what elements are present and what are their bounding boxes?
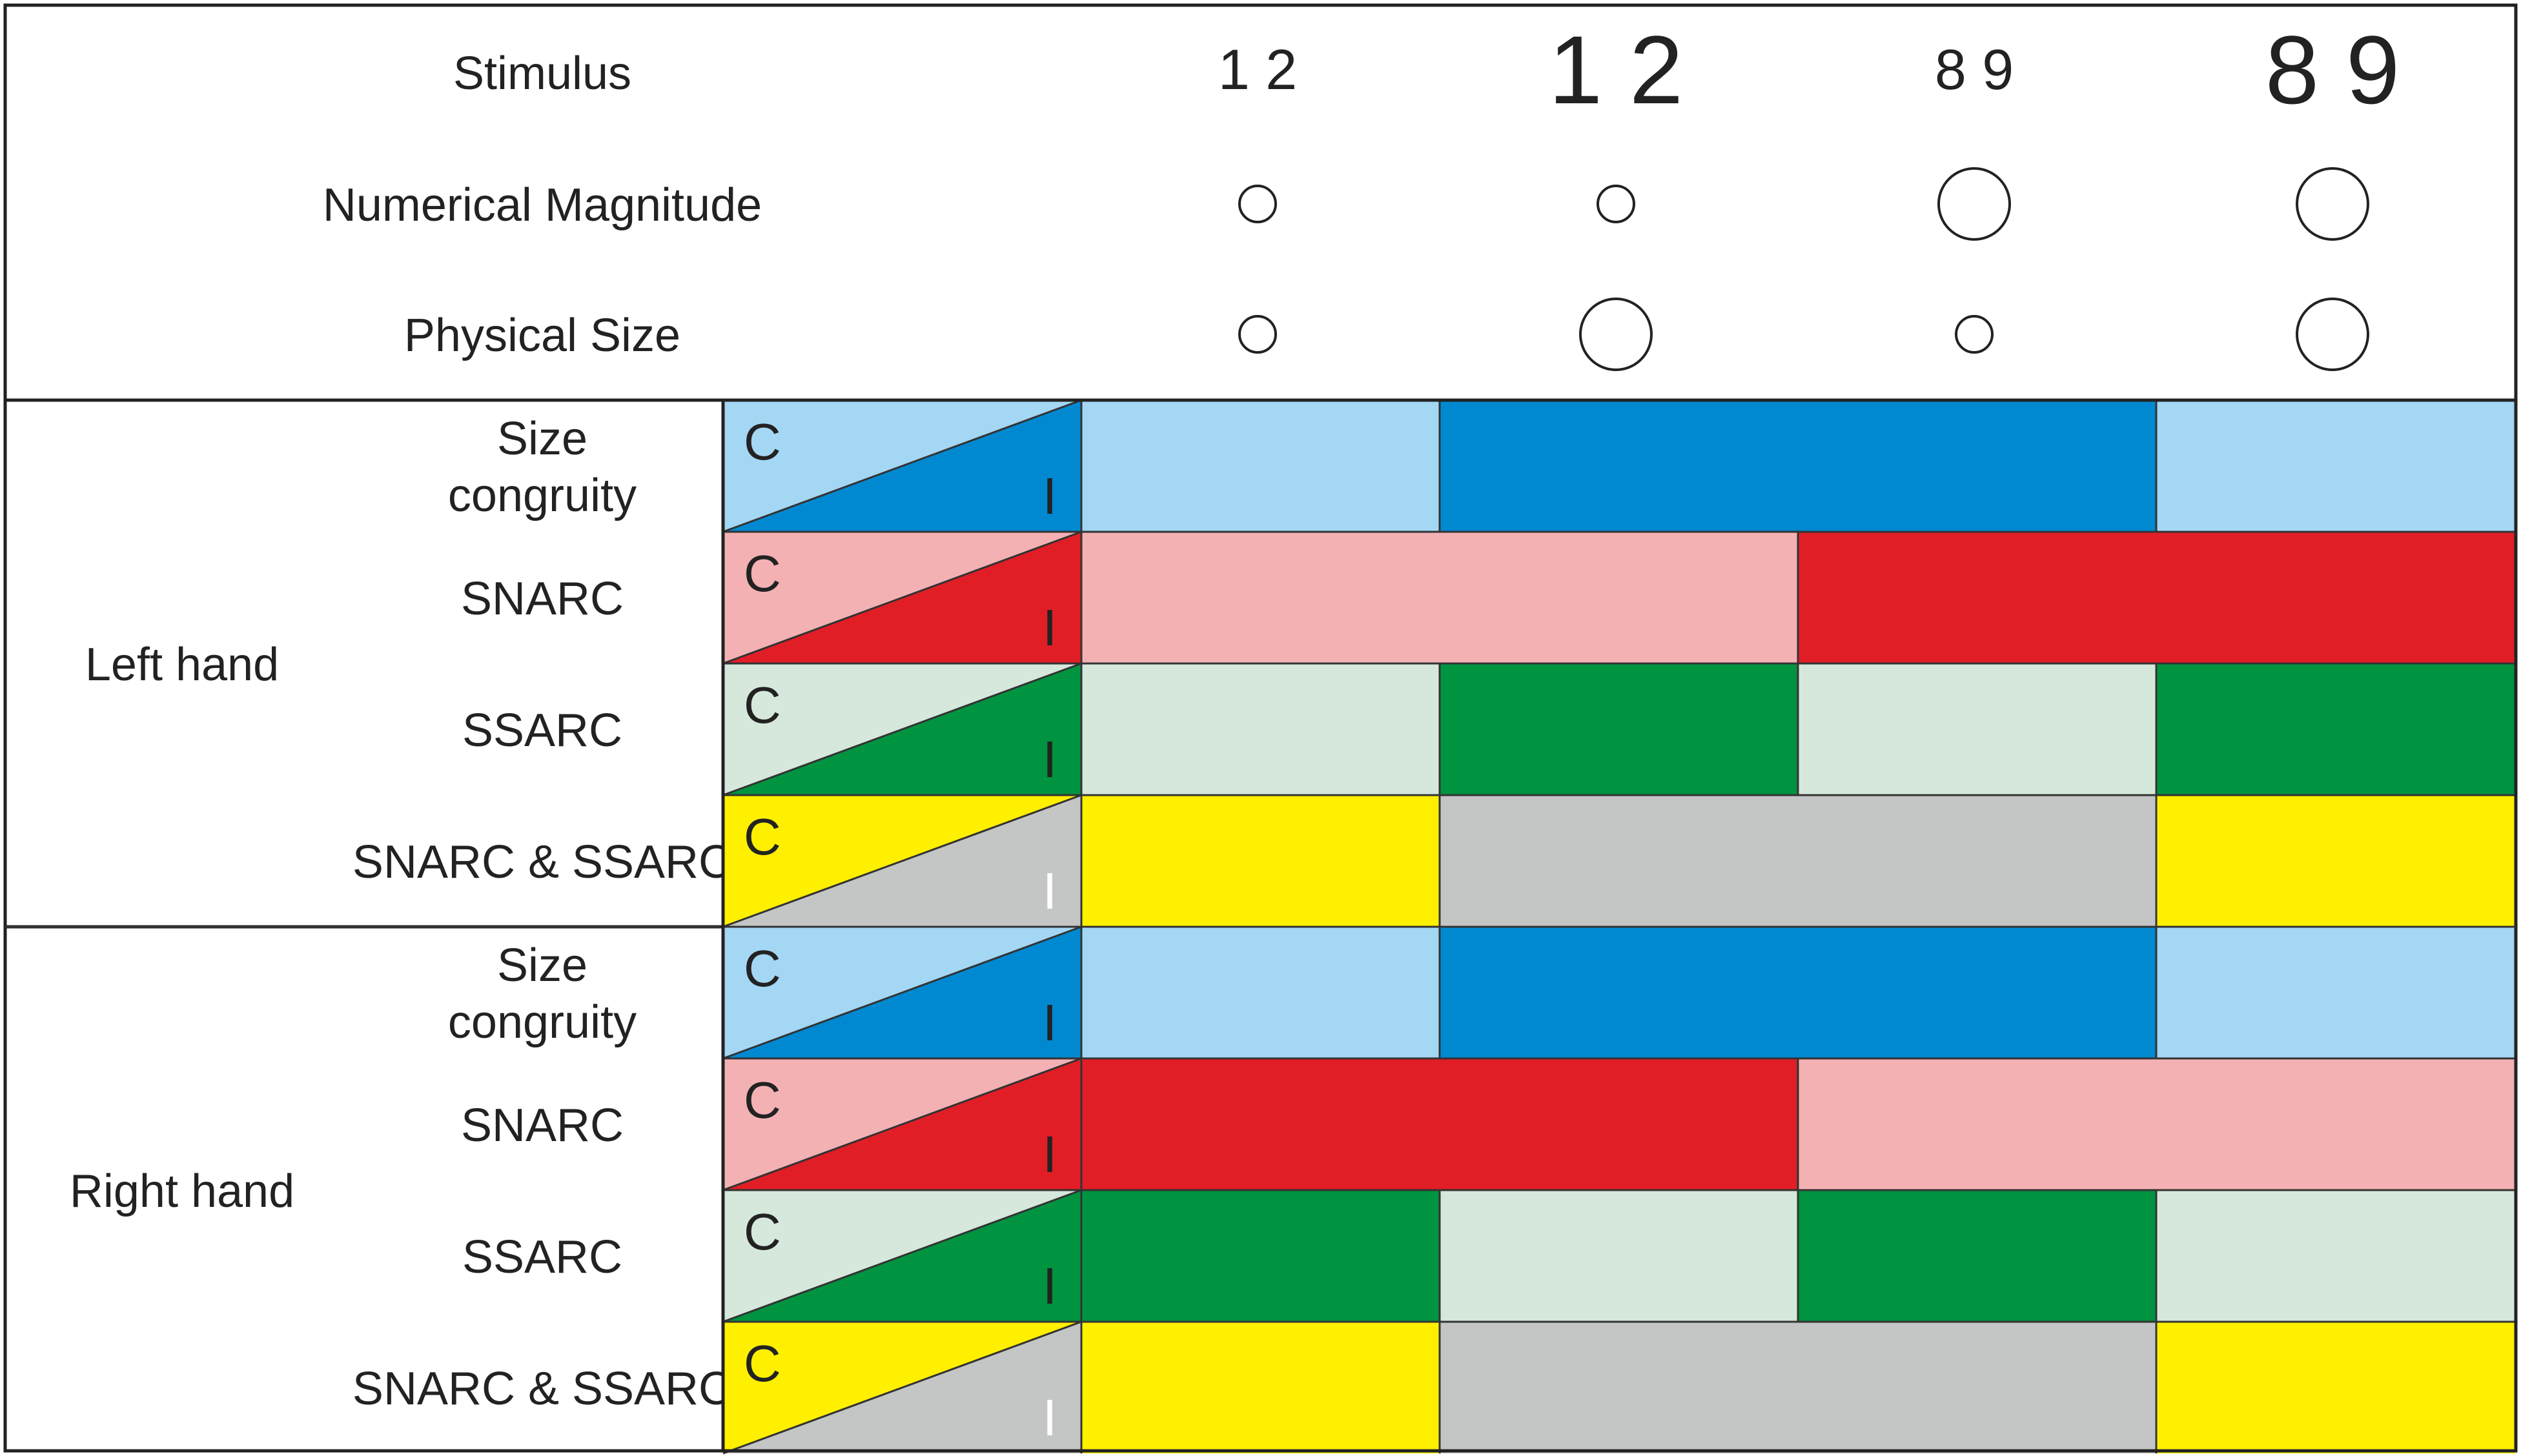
legend-c-letter: C [744, 413, 781, 470]
legend-c-letter: C [744, 1071, 781, 1129]
legend-i-letter: I [1043, 1126, 1057, 1183]
cell-both-left-3 [2156, 795, 2516, 927]
effect-label-size-1-line0: Size [497, 940, 587, 991]
legend-c-letter: C [744, 1335, 781, 1392]
legend-i-letter: I [1043, 599, 1057, 656]
stimulus-2: 8 9 [1935, 37, 2014, 101]
legend-diagonal [722, 925, 1082, 1060]
cell-snarc-left-3 [2156, 532, 2516, 663]
effect-label-size-0-line1: congruity [448, 470, 637, 521]
cell-ssarc-right-2 [1798, 1190, 2156, 1322]
legend-diagonal [722, 1057, 1082, 1191]
cell-size-left-0 [1081, 400, 1440, 532]
cell-ssarc-right-0 [1081, 1190, 1440, 1322]
outer-frame [3, 3, 2518, 1453]
cell-size-right-0 [1081, 927, 1440, 1058]
header-label-2: Physical Size [404, 310, 680, 361]
cell-snarc-left-2 [1798, 532, 2156, 663]
cell-snarc-right-0 [1081, 1058, 1440, 1190]
cell-size-left-3 [2156, 400, 2516, 532]
cell-ssarc-left-1 [1440, 663, 1798, 795]
numerical-magnitude-circle-1 [1597, 185, 1635, 223]
cell-both-right-0 [1081, 1322, 1440, 1453]
cell-both-left-2 [1798, 795, 2156, 927]
legend-i-letter: I [1043, 467, 1057, 525]
hand-label-right: Right hand [70, 1166, 294, 1217]
cell-both-left-0 [1081, 795, 1440, 927]
numerical-magnitude-circle-0 [1238, 185, 1277, 223]
effect-label-both-0: SNARC & SSARC [352, 836, 732, 888]
effect-label-both-1: SNARC & SSARC [352, 1363, 732, 1415]
cell-ssarc-right-1 [1440, 1190, 1798, 1322]
cell-ssarc-right-3 [2156, 1190, 2516, 1322]
cell-ssarc-left-3 [2156, 663, 2516, 795]
legend-diagonal [722, 1189, 1082, 1323]
legend-i-letter: I [1043, 1389, 1057, 1446]
numerical-magnitude-circle-3 [2296, 167, 2369, 241]
legend-diagonal [722, 662, 1082, 796]
legend-c-letter: C [744, 1203, 781, 1260]
numerical-magnitude-circle-2 [1937, 167, 2011, 241]
effect-label-ssarc-0: SSARC [462, 705, 622, 756]
stimulus-0: 1 2 [1218, 37, 1297, 101]
effect-label-snarc-1: SNARC [461, 1100, 624, 1151]
cell-size-right-3 [2156, 927, 2516, 1058]
cell-snarc-right-2 [1798, 1058, 2156, 1190]
cell-size-left-1 [1440, 400, 1798, 532]
effect-label-snarc-0: SNARC [461, 573, 624, 625]
legend-diagonal [722, 794, 1082, 928]
legend-c-letter: C [744, 808, 781, 865]
physical-size-circle-3 [2296, 298, 2369, 371]
physical-size-circle-0 [1238, 315, 1277, 354]
cell-snarc-left-0 [1081, 532, 1440, 663]
hand-label-left: Left hand [85, 639, 279, 691]
legend-i-letter: I [1043, 994, 1057, 1051]
cell-both-right-2 [1798, 1322, 2156, 1453]
cell-snarc-right-3 [2156, 1058, 2516, 1190]
cell-ssarc-left-0 [1081, 663, 1440, 795]
legend-i-letter: I [1043, 862, 1057, 920]
legend-c-letter: C [744, 940, 781, 997]
stimulus-1: 1 2 [1549, 15, 1684, 124]
cell-size-right-2 [1798, 927, 2156, 1058]
effect-label-size-1-line1: congruity [448, 996, 637, 1048]
cell-both-right-1 [1440, 1322, 1798, 1453]
stimulus-3: 8 9 [2265, 15, 2400, 124]
cell-size-left-2 [1798, 400, 2156, 532]
legend-c-letter: C [744, 676, 781, 734]
header-section: Stimulus Numerical Magnitude Physical Size… [323, 15, 2400, 371]
cell-both-left-1 [1440, 795, 1798, 927]
legend-diagonal [722, 531, 1082, 665]
legend-c-letter: C [744, 545, 781, 602]
effect-label-ssarc-1: SSARC [462, 1231, 622, 1283]
cell-snarc-right-1 [1440, 1058, 1798, 1190]
effect-label-size-0-line0: Size [497, 413, 587, 465]
legend-diagonal [722, 1320, 1082, 1455]
legend-i-letter: I [1043, 1257, 1057, 1315]
physical-size-circle-1 [1579, 298, 1653, 371]
header-label-0: Stimulus [453, 48, 631, 99]
legend-i-letter: I [1043, 731, 1057, 788]
physical-size-circle-2 [1955, 315, 1994, 354]
frame-lines [3, 3, 2518, 1453]
header-label-1: Numerical Magnitude [323, 179, 762, 231]
cell-size-right-1 [1440, 927, 1798, 1058]
cell-both-right-3 [2156, 1322, 2516, 1453]
cell-snarc-left-1 [1440, 532, 1798, 663]
cell-ssarc-left-2 [1798, 663, 2156, 795]
legend-diagonal [722, 399, 1082, 533]
